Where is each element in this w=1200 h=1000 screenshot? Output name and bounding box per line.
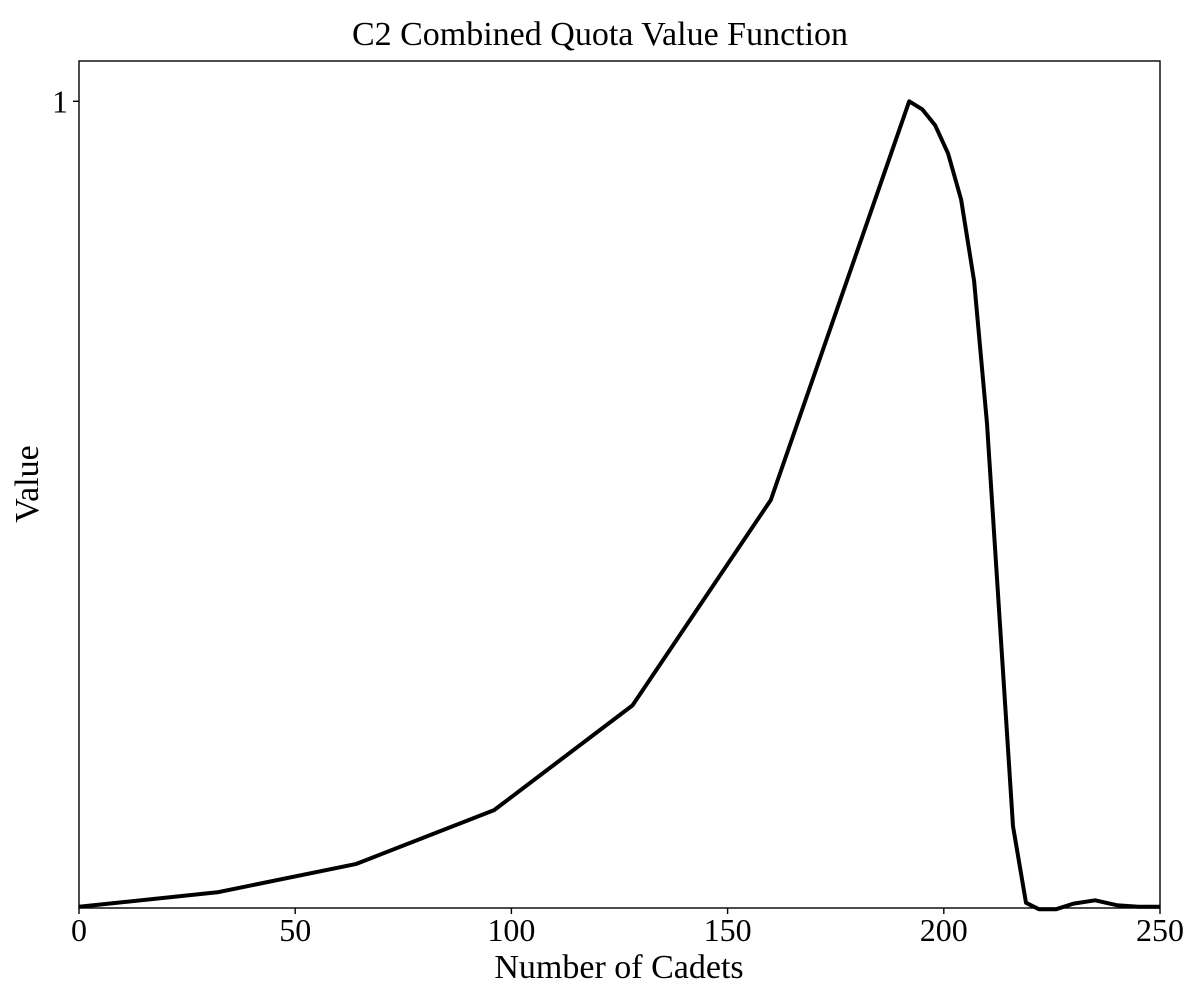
y-axis: 1	[52, 83, 79, 119]
x-tick-label: 100	[487, 912, 535, 948]
x-axis: 0 50 100 150 200 250	[71, 908, 1184, 948]
x-tick-label: 50	[279, 912, 311, 948]
x-tick-label: 250	[1136, 912, 1184, 948]
plot-frame	[78, 60, 1161, 909]
plot-area	[78, 99, 1160, 912]
y-tick-label: 1	[52, 83, 68, 119]
x-tick-label: 0	[71, 912, 87, 948]
x-tick-label: 200	[920, 912, 968, 948]
x-tick-label: 150	[704, 912, 752, 948]
y-axis-label: Value	[9, 445, 46, 522]
series-line	[78, 99, 1160, 912]
x-axis-label: Number of Cadets	[494, 949, 743, 986]
chart-title: C2 Combined Quota Value Function	[352, 16, 848, 53]
